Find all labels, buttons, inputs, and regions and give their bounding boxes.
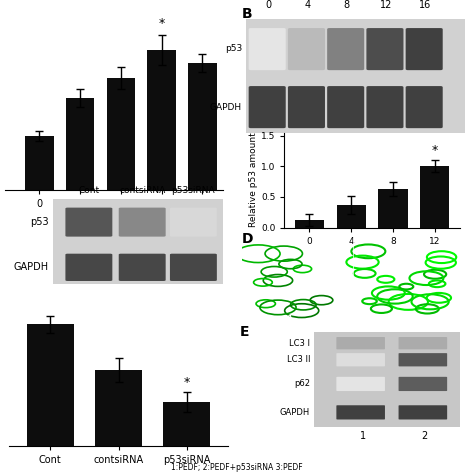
Text: p53: p53	[225, 44, 242, 53]
Text: LC3 II: LC3 II	[287, 355, 310, 364]
Bar	[25, 137, 54, 190]
FancyBboxPatch shape	[327, 28, 364, 70]
Bar	[337, 205, 366, 228]
Text: *: *	[432, 144, 438, 157]
FancyBboxPatch shape	[246, 19, 465, 133]
FancyBboxPatch shape	[337, 353, 385, 366]
Text: 16: 16	[419, 0, 431, 10]
Text: *: *	[158, 17, 165, 30]
Bar	[66, 98, 94, 190]
FancyBboxPatch shape	[249, 86, 286, 128]
Bar	[420, 166, 449, 228]
FancyBboxPatch shape	[327, 86, 364, 128]
FancyBboxPatch shape	[399, 337, 447, 349]
Bar	[27, 324, 74, 446]
Text: LC3 I: LC3 I	[289, 339, 310, 347]
Text: GAPDH: GAPDH	[13, 262, 48, 273]
Text: 2: 2	[399, 315, 406, 325]
FancyBboxPatch shape	[406, 86, 443, 128]
Text: 1: 1	[287, 315, 294, 325]
FancyBboxPatch shape	[399, 405, 447, 419]
Text: 2: 2	[422, 431, 428, 441]
Text: 0: 0	[265, 0, 271, 10]
FancyBboxPatch shape	[118, 254, 165, 281]
FancyBboxPatch shape	[288, 28, 325, 70]
FancyBboxPatch shape	[337, 377, 385, 391]
Text: p53siRNA: p53siRNA	[172, 186, 215, 195]
Bar	[107, 78, 135, 190]
Bar	[295, 220, 324, 228]
Text: 12: 12	[380, 0, 392, 10]
FancyBboxPatch shape	[118, 208, 165, 237]
Text: 1: 1	[360, 431, 365, 441]
FancyBboxPatch shape	[337, 405, 385, 419]
Bar	[163, 402, 210, 446]
FancyBboxPatch shape	[249, 28, 286, 70]
FancyBboxPatch shape	[288, 86, 325, 128]
Text: contsiRNA: contsiRNA	[119, 186, 165, 195]
FancyBboxPatch shape	[399, 353, 447, 366]
Text: 8: 8	[344, 0, 350, 10]
FancyBboxPatch shape	[170, 208, 217, 237]
FancyBboxPatch shape	[65, 208, 112, 237]
FancyBboxPatch shape	[366, 86, 403, 128]
Bar	[147, 50, 176, 190]
Bar	[378, 189, 408, 228]
Text: *: *	[183, 375, 190, 389]
FancyBboxPatch shape	[170, 254, 217, 281]
FancyBboxPatch shape	[314, 332, 460, 427]
FancyBboxPatch shape	[65, 254, 112, 281]
FancyBboxPatch shape	[406, 28, 443, 70]
Bar	[188, 63, 217, 190]
Y-axis label: Relative p53 amount: Relative p53 amount	[249, 133, 258, 228]
Text: E: E	[239, 325, 249, 339]
FancyBboxPatch shape	[399, 377, 447, 391]
FancyBboxPatch shape	[337, 337, 385, 349]
Text: GAPDH: GAPDH	[210, 103, 242, 112]
Text: 1:PEDF; 2:PEDF+p53siRNA 3:PEDF: 1:PEDF; 2:PEDF+p53siRNA 3:PEDF	[171, 463, 303, 472]
Text: p62: p62	[294, 380, 310, 388]
FancyBboxPatch shape	[366, 28, 403, 70]
Text: 4: 4	[304, 0, 310, 10]
Text: GAPDH: GAPDH	[280, 408, 310, 417]
Text: p53: p53	[30, 217, 48, 227]
Bar	[95, 370, 142, 446]
Text: B: B	[242, 7, 252, 21]
Text: D: D	[242, 232, 253, 246]
Text: Cont: Cont	[78, 186, 100, 195]
FancyBboxPatch shape	[53, 199, 223, 284]
